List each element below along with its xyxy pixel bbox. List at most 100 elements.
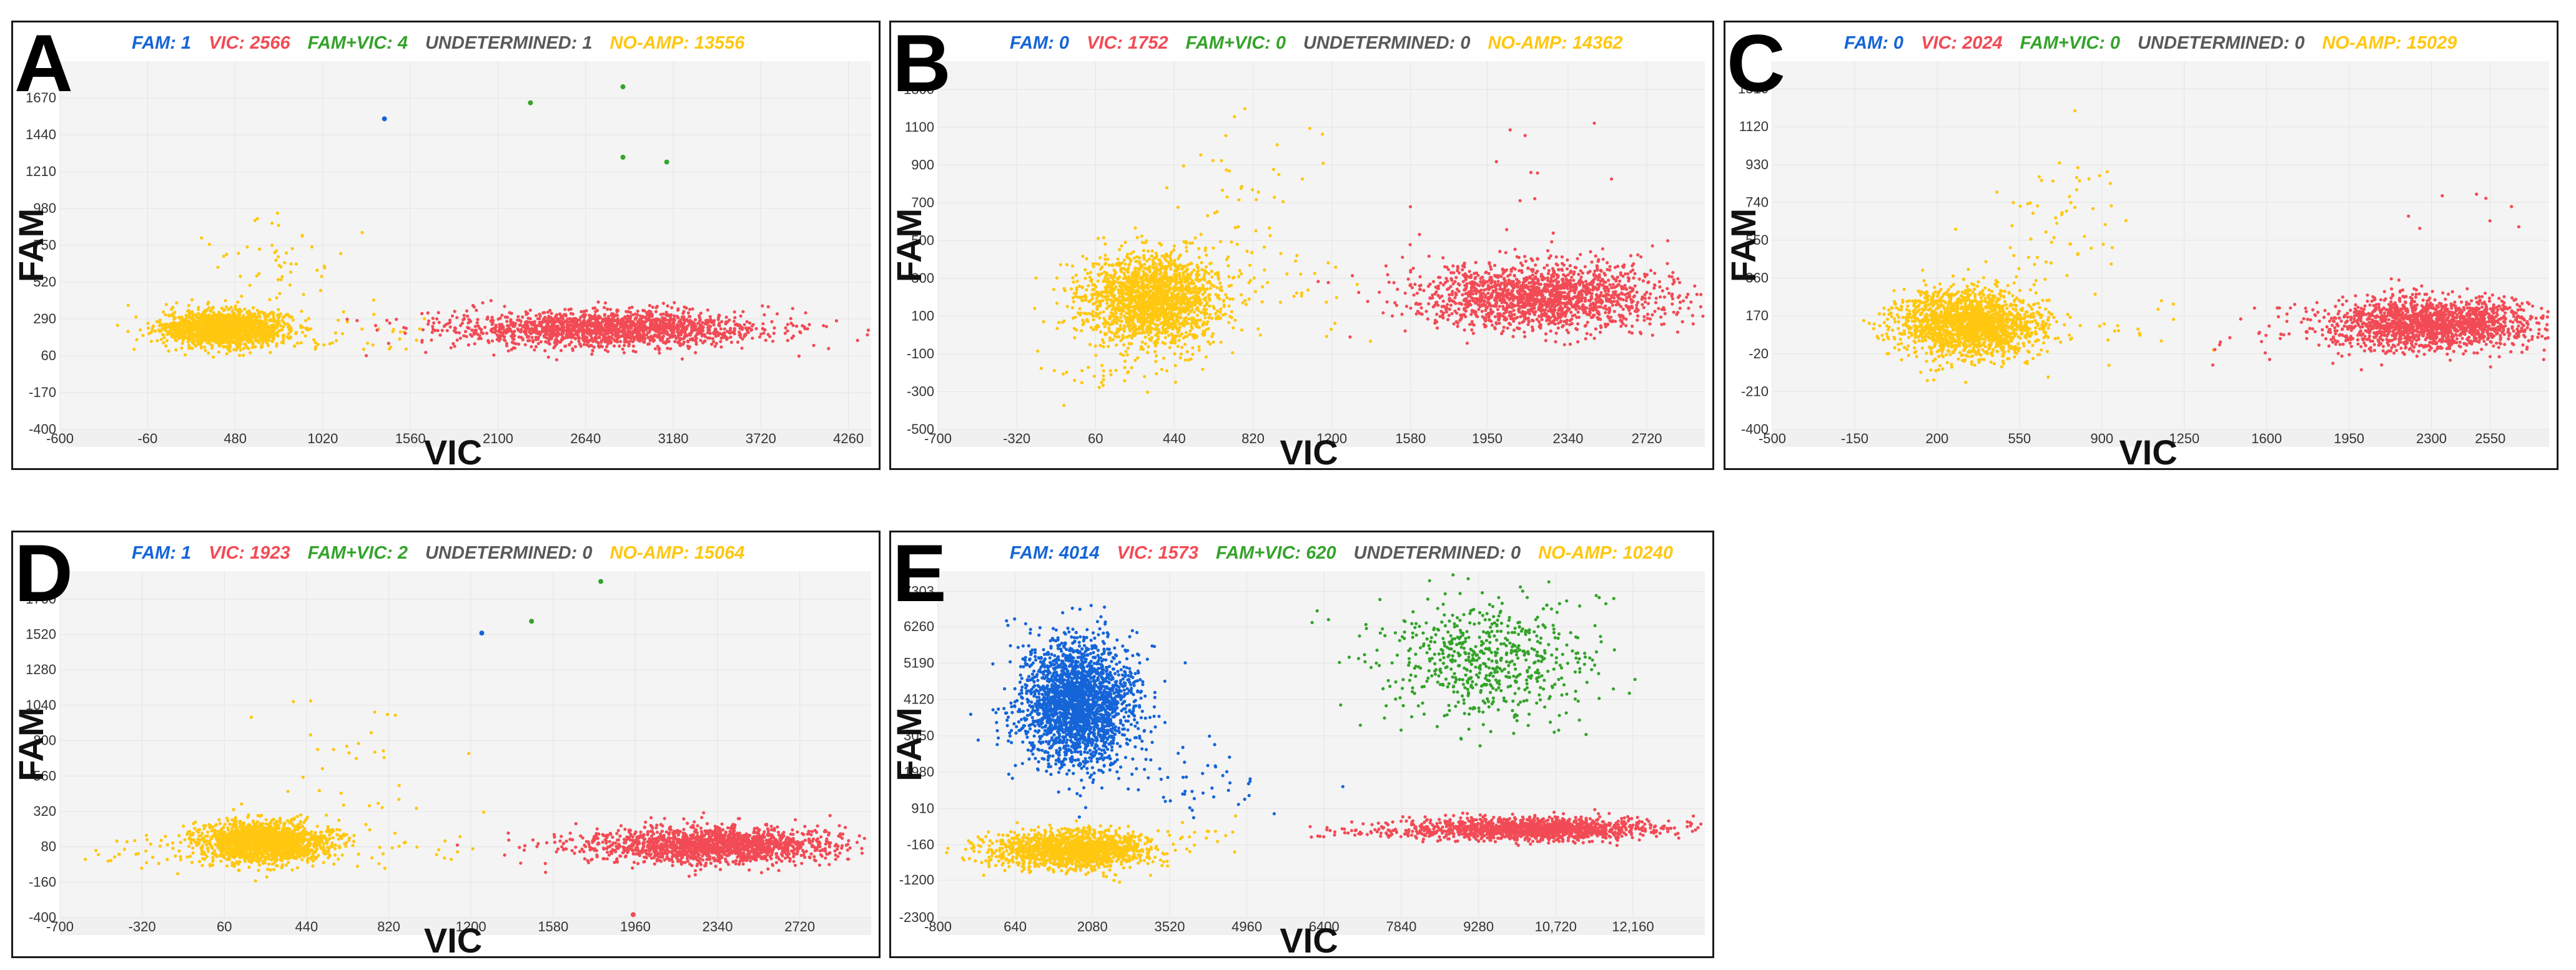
data-point — [501, 333, 505, 337]
data-point — [663, 325, 666, 328]
data-point — [1195, 313, 1199, 317]
data-point — [508, 327, 512, 331]
legend-entry-vic: VIC: 2566 — [209, 33, 290, 53]
data-point — [277, 316, 280, 320]
data-point — [1118, 295, 1122, 298]
data-point — [1071, 296, 1075, 300]
data-point — [1070, 287, 1073, 291]
x-tick-label: 440 — [1163, 431, 1186, 446]
data-point — [512, 338, 516, 341]
data-point — [280, 328, 284, 331]
data-point — [1202, 275, 1206, 278]
data-point — [1055, 326, 1059, 330]
data-point — [184, 313, 188, 317]
data-point — [162, 341, 165, 345]
y-tick-label: 1100 — [905, 119, 934, 135]
data-point — [1125, 353, 1129, 357]
data-point — [1252, 276, 1256, 280]
data-point — [866, 328, 870, 332]
data-point — [1134, 300, 1138, 305]
data-point — [1126, 252, 1130, 256]
data-point — [630, 305, 634, 309]
data-point — [1200, 268, 1204, 272]
data-point — [748, 326, 751, 330]
data-point — [271, 338, 275, 341]
data-point — [420, 311, 424, 315]
data-point — [552, 346, 556, 350]
data-point — [1219, 285, 1223, 289]
data-point — [628, 306, 631, 310]
data-point — [1190, 282, 1194, 285]
data-point — [300, 330, 304, 334]
data-point — [242, 330, 245, 333]
data-point — [541, 327, 545, 331]
data-point — [598, 336, 601, 340]
data-point — [230, 309, 234, 313]
data-point — [235, 346, 239, 350]
data-point — [648, 335, 653, 339]
data-point — [254, 321, 257, 325]
data-point — [492, 353, 496, 357]
data-point — [713, 345, 717, 348]
data-point — [266, 338, 270, 341]
data-point — [292, 344, 296, 348]
data-point — [209, 309, 212, 313]
data-point — [1154, 251, 1158, 255]
data-point — [1205, 322, 1208, 326]
data-point — [252, 335, 256, 339]
data-point — [1190, 308, 1194, 311]
data-point — [473, 328, 477, 332]
data-point — [596, 344, 600, 348]
data-point — [548, 334, 552, 338]
data-point — [545, 329, 549, 333]
data-point — [275, 296, 279, 300]
data-point — [185, 326, 189, 330]
data-point — [287, 314, 291, 318]
data-point — [457, 331, 461, 335]
data-point — [207, 335, 211, 338]
data-point — [1142, 253, 1146, 257]
data-point — [724, 315, 728, 319]
data-point — [1137, 293, 1141, 296]
data-point — [258, 330, 262, 334]
data-point — [335, 339, 338, 343]
data-point — [1197, 309, 1200, 313]
data-point — [1072, 280, 1075, 284]
data-point — [362, 348, 366, 351]
data-point — [1201, 368, 1205, 371]
y-tick-label: -100 — [907, 346, 934, 361]
data-point — [1109, 311, 1113, 315]
cluster-noamp — [1033, 205, 1258, 384]
data-point — [661, 301, 665, 305]
data-point — [579, 315, 583, 319]
data-point — [505, 328, 509, 331]
data-point — [535, 326, 538, 330]
data-point — [649, 310, 653, 314]
data-point — [177, 336, 181, 340]
data-point — [1200, 277, 1204, 281]
data-point — [1085, 288, 1088, 291]
data-point — [1102, 321, 1105, 326]
data-point — [719, 345, 723, 349]
data-point — [498, 328, 501, 332]
data-point — [566, 323, 570, 327]
data-point — [543, 311, 546, 315]
data-point — [708, 315, 712, 318]
data-point — [232, 348, 236, 351]
data-point — [372, 298, 376, 302]
data-point — [617, 334, 621, 338]
data-point — [261, 340, 265, 343]
data-point — [204, 348, 207, 353]
data-point — [1132, 273, 1136, 277]
data-point — [751, 324, 754, 328]
data-point — [1055, 276, 1059, 280]
x-tick-label: 3180 — [658, 431, 689, 446]
data-point — [1247, 297, 1251, 301]
data-point — [461, 318, 465, 321]
data-point — [679, 321, 683, 325]
data-point — [569, 320, 573, 323]
data-point — [1107, 294, 1110, 298]
data-point — [567, 308, 571, 311]
data-point — [316, 343, 320, 346]
data-point — [225, 332, 229, 336]
